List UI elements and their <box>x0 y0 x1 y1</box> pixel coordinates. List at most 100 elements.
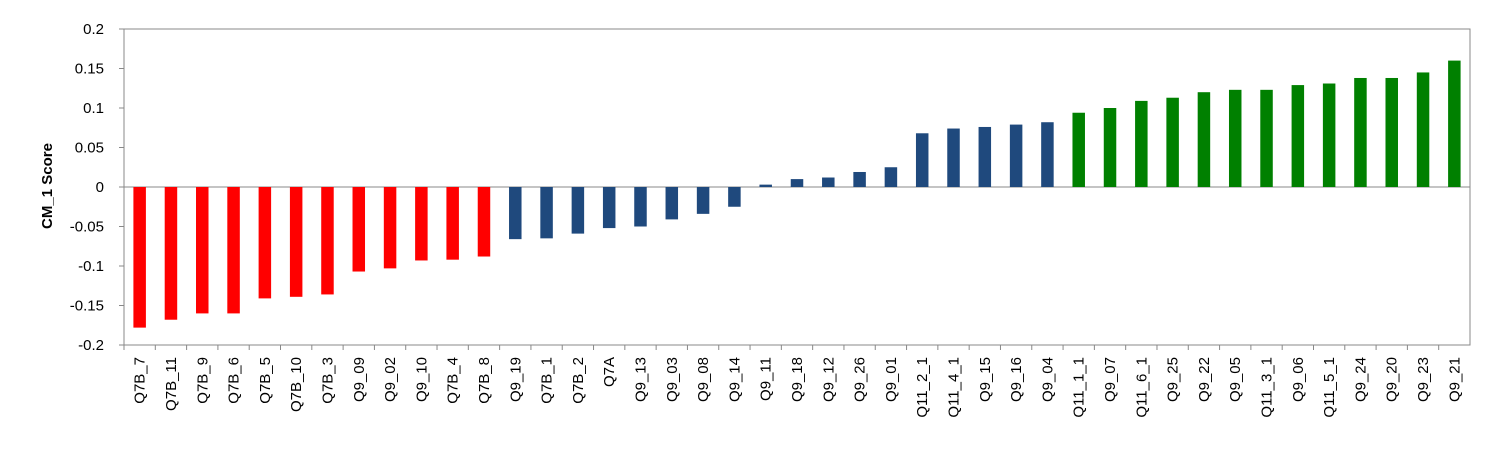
x-tick-label: Q9_18 <box>789 357 806 402</box>
y-tick-label: -0.1 <box>78 258 104 275</box>
bar-q9-20 <box>1385 77 1398 187</box>
x-tick-label: Q11_5_1 <box>1321 357 1338 418</box>
x-tick-label: Q9_25 <box>1165 357 1182 402</box>
bar-q11-1-1 <box>1072 112 1085 187</box>
y-tick-label: -0.05 <box>70 219 104 236</box>
bar-q9-22 <box>1197 92 1211 187</box>
x-tick-label: Q9_03 <box>664 357 681 402</box>
bar-q9-03 <box>665 187 679 220</box>
bar-q11-6-1 <box>1135 100 1148 187</box>
x-tick-label: Q7B_5 <box>257 357 274 404</box>
bar-q9-16 <box>1009 124 1023 187</box>
y-tick-label: 0.05 <box>75 140 104 157</box>
bar-q7b-5 <box>258 187 272 299</box>
bars-group <box>133 60 1461 328</box>
x-tick-label: Q7B_2 <box>570 357 587 404</box>
x-tick-label: Q11_6_1 <box>1133 357 1150 418</box>
x-tick-label: Q9_15 <box>977 357 994 402</box>
x-tick-label: Q9_01 <box>883 357 900 402</box>
x-tick-label: Q7A <box>601 357 618 387</box>
x-tick-label: Q7B_10 <box>288 357 305 412</box>
x-tick-label: Q11_4_1 <box>946 357 963 418</box>
y-axis: 0.2 0.15 0.1 0.05 0 -0.05 -0.1 -0.15 -0.2 <box>70 21 124 354</box>
x-axis: Q7B_7 Q7B_11 Q7B_9 Q7B_6 Q7B_5 Q7B_10 Q7B_3 Q9_… <box>123 345 1463 418</box>
bar-q11-4-1 <box>947 128 960 187</box>
bar-q9-21 <box>1448 60 1461 187</box>
bar-q7b-6 <box>227 187 240 314</box>
bar-q7b-9 <box>196 187 209 314</box>
x-tick-label: Q9_11 <box>758 357 775 401</box>
y-tick-label: -0.15 <box>70 298 104 315</box>
bar-q9-07 <box>1103 108 1117 187</box>
x-tick-label: Q9_07 <box>1102 357 1119 402</box>
bar-q9-15 <box>978 126 992 187</box>
x-tick-label: Q7B_9 <box>194 357 211 404</box>
bar-q7b-2 <box>571 187 585 234</box>
bar-q9-25 <box>1166 97 1179 187</box>
x-tick-label: Q9_14 <box>726 357 743 402</box>
bar-q11-3-1 <box>1260 89 1273 187</box>
y-tick-label: 0.2 <box>83 21 104 38</box>
bar-q9-26 <box>853 171 866 187</box>
bar-q11-5-1 <box>1322 83 1336 187</box>
bar-q9-09 <box>352 187 366 272</box>
y-tick-label: 0.1 <box>83 100 104 117</box>
bar-q9-05 <box>1228 89 1242 187</box>
x-tick-label: Q7B_7 <box>132 357 149 404</box>
x-tick-label: Q9_02 <box>382 357 399 402</box>
bar-q7b-10 <box>289 187 303 297</box>
bar-q9-01 <box>884 167 898 187</box>
bar-q7b-7 <box>133 187 146 328</box>
bar-q9-19 <box>509 187 522 240</box>
bar-q9-04 <box>1041 122 1054 187</box>
x-tick-label: Q9_13 <box>632 357 649 402</box>
bar-q9-13 <box>634 187 647 227</box>
bar-q9-23 <box>1416 72 1430 187</box>
x-tick-label: Q9_16 <box>1008 357 1025 402</box>
x-tick-label: Q11_1_1 <box>1071 357 1088 418</box>
bar-q9-08 <box>696 187 710 214</box>
x-tick-label: Q7B_4 <box>445 357 462 404</box>
x-tick-label: Q9_23 <box>1415 357 1432 402</box>
y-tick-label: -0.2 <box>78 337 104 354</box>
x-tick-label: Q9_12 <box>820 357 837 402</box>
y-axis-title: CM_1 Score <box>39 143 56 229</box>
bar-q7a <box>602 187 616 229</box>
x-tick-label: Q7B_3 <box>319 357 336 404</box>
bar-q9-24 <box>1354 77 1367 187</box>
y-tick-label: 0.15 <box>75 61 104 78</box>
x-tick-label: Q9_21 <box>1446 357 1463 402</box>
bar-q7b-4 <box>446 187 459 260</box>
bar-q9-11 <box>759 184 772 187</box>
x-tick-label: Q7B_11 <box>163 357 180 411</box>
x-tick-label: Q9_20 <box>1384 357 1401 402</box>
x-tick-label: Q9_08 <box>695 357 712 402</box>
bar-q9-12 <box>822 177 835 187</box>
x-tick-label: Q7B_8 <box>476 357 493 404</box>
y-tick-label: 0 <box>96 179 104 196</box>
x-tick-label: Q11_2_1 <box>914 357 931 418</box>
x-tick-label: Q11_3_1 <box>1259 357 1276 418</box>
bar-q11-2-1 <box>915 133 929 187</box>
bar-q7b-1 <box>540 187 553 239</box>
x-tick-label: Q9_10 <box>413 357 430 402</box>
x-tick-label: Q9_19 <box>507 357 524 402</box>
x-tick-label: Q9_24 <box>1352 357 1369 402</box>
x-tick-label: Q7B_6 <box>226 357 243 404</box>
x-tick-label: Q9_06 <box>1290 357 1307 402</box>
bar-q9-18 <box>790 179 804 187</box>
bar-q9-14 <box>728 187 741 207</box>
x-tick-label: Q9_05 <box>1227 357 1244 402</box>
x-tick-label: Q9_22 <box>1196 357 1213 402</box>
x-tick-label: Q9_09 <box>351 357 368 402</box>
bar-q7b-3 <box>321 187 334 295</box>
x-tick-label: Q9_26 <box>852 357 869 402</box>
x-tick-label: Q7B_1 <box>539 357 556 404</box>
bar-q9-10 <box>415 187 428 261</box>
bar-q9-02 <box>383 187 397 269</box>
bar-q7b-8 <box>477 187 491 257</box>
bar-q9-06 <box>1291 85 1305 187</box>
bar-q7b-11 <box>164 187 178 320</box>
x-tick-label: Q9_04 <box>1039 357 1056 402</box>
